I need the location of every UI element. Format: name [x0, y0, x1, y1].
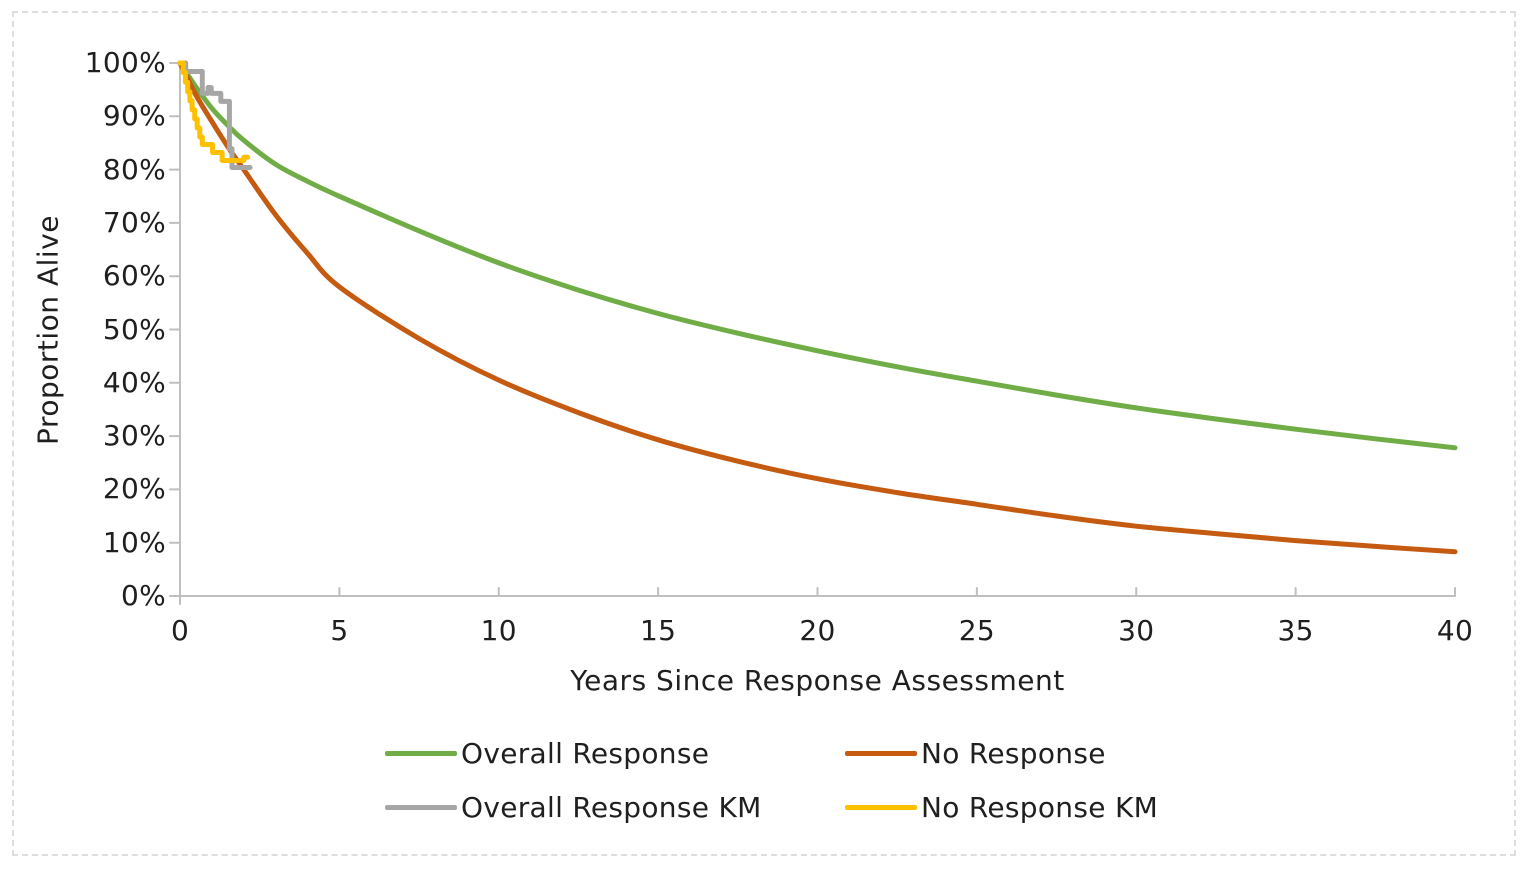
- x-tick-label: 20: [799, 614, 836, 647]
- y-tick-label: 20%: [102, 472, 166, 506]
- y-tick-label: 80%: [102, 152, 166, 186]
- series-overall-response-km: [177, 60, 253, 170]
- x-axis-title: Years Since Response Assessment: [570, 664, 1065, 697]
- legend-label: Overall Response: [461, 736, 710, 770]
- y-tick-label: 10%: [102, 525, 166, 559]
- chart-border: [12, 11, 1516, 856]
- series-no-response: [177, 60, 1458, 555]
- x-tick-label: 25: [958, 614, 995, 647]
- legend-label: Overall Response KM: [461, 790, 762, 824]
- x-tick-label: 5: [330, 614, 349, 647]
- y-tick-label: 60%: [102, 259, 166, 293]
- x-tick-label: 15: [640, 614, 677, 647]
- legend-item: Overall Response KM: [385, 790, 762, 824]
- legend-item: No Response: [845, 736, 1106, 770]
- series-no-response-km: [177, 60, 251, 163]
- legend-label: No Response: [921, 736, 1106, 770]
- y-tick-label: 30%: [102, 419, 166, 453]
- legend-item: Overall Response: [385, 736, 710, 770]
- legend-item: No Response KM: [845, 790, 1159, 824]
- legend-swatch: [385, 750, 457, 756]
- legend-swatch: [845, 750, 917, 756]
- y-tick-label: 100%: [84, 46, 166, 79]
- x-tick-label: 40: [1436, 614, 1474, 647]
- x-tick-label: 30: [1118, 614, 1155, 647]
- y-tick-label: 50%: [102, 312, 166, 346]
- series-overall-response: [177, 60, 1458, 451]
- legend-swatch: [845, 804, 917, 810]
- x-tick-label: 10: [480, 614, 517, 647]
- y-tick-label: 90%: [102, 99, 166, 133]
- legend-label: No Response KM: [921, 790, 1159, 824]
- axis-lines: [179, 62, 1456, 605]
- legend-swatch: [385, 804, 457, 810]
- x-tick-label: 0: [170, 614, 190, 647]
- y-tick-label: 40%: [102, 365, 166, 399]
- x-tick-label: 35: [1277, 614, 1314, 647]
- y-tick-label: 0%: [120, 579, 166, 612]
- axis-ticks: [169, 62, 1456, 597]
- y-tick-label: 70%: [102, 205, 166, 239]
